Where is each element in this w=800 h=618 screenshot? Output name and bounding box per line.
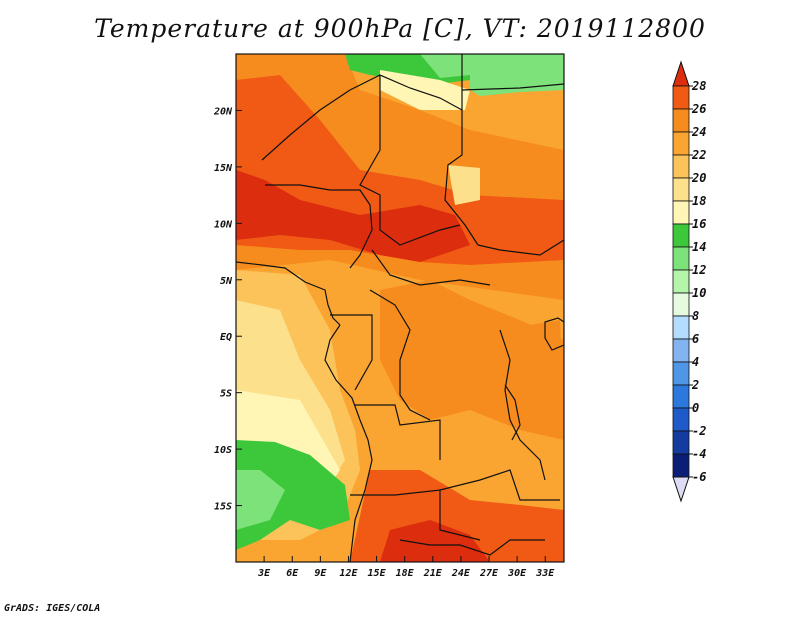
lon-tick-label: 33E [535, 568, 555, 579]
border-drc-north [369, 289, 431, 421]
lat-tick-label: 5N [220, 276, 233, 287]
lon-tick-label: 27E [479, 568, 499, 579]
colorbar-label: -2 [692, 424, 706, 438]
field-band-south-core [380, 520, 490, 562]
field-band-north-light-green [420, 54, 470, 78]
lon-tick-label: 3E [257, 568, 271, 579]
border-east-lakes [499, 329, 546, 481]
lon-tick-label: 18E [396, 568, 415, 579]
colorbar-segment [672, 154, 690, 179]
temperature-field [236, 54, 564, 562]
colorbar-segment [672, 223, 690, 248]
colorbar-segment [672, 338, 690, 363]
border-sahara-east [461, 83, 564, 91]
colorbar-segment [672, 361, 690, 386]
colorbar-label: 6 [692, 332, 699, 346]
colorbar-segment [672, 85, 690, 110]
coastline-central-africa [324, 324, 373, 562]
colorbar-label: 8 [692, 309, 699, 323]
lat-tick-label: 20N [213, 106, 233, 117]
lon-tick-label: 12E [339, 568, 358, 579]
colorbar-segment [672, 453, 690, 478]
grads-credit: GrADS: IGES/COLA [4, 603, 101, 614]
field-band-north-pale [380, 70, 470, 110]
colorbar-label: 16 [692, 217, 706, 231]
colorbar-segment [672, 407, 690, 432]
colorbar-label: 14 [692, 240, 706, 254]
lon-tick-label: 21E [423, 568, 443, 579]
lon-tick-label: 6E [286, 568, 299, 579]
lon-tick-label: 15E [368, 568, 387, 579]
colorbar-segment [672, 246, 690, 271]
colorbar-label: 4 [692, 355, 699, 369]
border-ethiopia [477, 239, 564, 256]
border-sudan-west [444, 110, 479, 246]
colorbar-segment [672, 430, 690, 455]
colorbar-segment [672, 315, 690, 340]
field-band-darfur-pale [448, 165, 480, 205]
colorbar-label: 24 [691, 125, 706, 139]
colorbar-label: 28 [691, 79, 706, 93]
lon-tick-label: 24E [451, 568, 471, 579]
field-band-sahel-core [236, 170, 470, 262]
map-frame [235, 53, 565, 563]
lon-tick-label: 30E [507, 568, 527, 579]
map-title: Temperature at 900hPa [C], VT: 201911280… [94, 14, 706, 43]
colorbar-label: 10 [692, 286, 706, 300]
lake-victoria [544, 317, 564, 351]
field-band-southwest-green [236, 440, 350, 550]
border-zambia-east [439, 469, 560, 501]
colorbar-segment [672, 269, 690, 294]
border-niger-chad [261, 74, 463, 161]
lake-tanganyika [504, 384, 521, 441]
colorbar-label: 2 [691, 378, 699, 392]
colorbar-label: 20 [691, 171, 706, 185]
lon-tick-label: 9E [314, 568, 327, 579]
country-borders [236, 54, 564, 562]
colorbar-segment [672, 384, 690, 409]
lat-tick-label: 15N [214, 163, 233, 174]
colorbar-label: 12 [692, 263, 706, 277]
field-band-northeast-green [470, 54, 564, 96]
colorbar-label: 26 [691, 102, 706, 116]
colorbar-label: 22 [691, 148, 706, 162]
colorbar-segment [672, 108, 690, 133]
field-band-east-warm [500, 320, 564, 420]
colorbar-label: 0 [692, 401, 699, 415]
lat-tick-label: EQ [220, 332, 232, 343]
latitude-ticks: 20N 15N 10N 5N EQ 5S 10S 15S [213, 106, 242, 513]
longitude-ticks: 3E 6E 9E 12E 15E 18E 21E 24E 27E 30E 33E [257, 556, 555, 579]
border-gabon-congo [330, 314, 373, 391]
border-nigeria-cameroon [265, 184, 373, 269]
border-car-south [371, 249, 491, 286]
lat-tick-label: 5S [220, 389, 232, 400]
lat-tick-label: 10N [214, 219, 233, 230]
border-south-africa-north [399, 539, 545, 556]
colorbar-label: -6 [692, 470, 706, 484]
colorbar-label: -4 [692, 447, 706, 461]
border-chad-car [359, 75, 461, 246]
border-angola-north [355, 404, 441, 460]
lat-tick-label: 10S [214, 445, 232, 456]
colorbar-segment [672, 200, 690, 225]
coastline-west-africa [236, 261, 341, 326]
colorbar-segment [672, 292, 690, 317]
colorbar-label: 18 [692, 194, 706, 208]
colorbar-segment [672, 131, 690, 156]
field-band-southwest-light-green [236, 470, 285, 530]
colorbar-top-arrow [672, 60, 690, 87]
colorbar-bottom-arrow [672, 476, 690, 503]
colorbar-segment [672, 177, 690, 202]
lat-tick-label: 15S [214, 502, 232, 513]
